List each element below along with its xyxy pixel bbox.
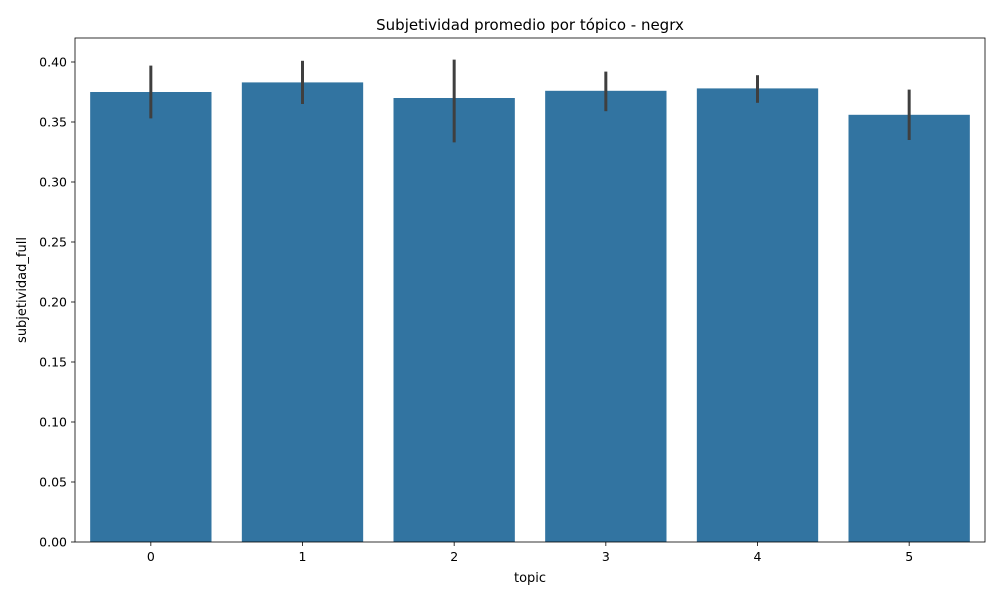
y-tick-label: 0.05 bbox=[39, 475, 67, 490]
x-tick-label: 3 bbox=[602, 549, 610, 564]
x-tick-label: 1 bbox=[299, 549, 307, 564]
y-tick-label: 0.40 bbox=[39, 55, 67, 70]
y-axis-label: subjetividad_full bbox=[15, 237, 30, 343]
x-axis-label: topic bbox=[514, 571, 546, 586]
y-tick-label: 0.20 bbox=[39, 295, 67, 310]
bar-2 bbox=[393, 98, 515, 542]
y-tick-label: 0.35 bbox=[39, 115, 67, 130]
x-tick-label: 4 bbox=[754, 549, 762, 564]
x-tick-label: 0 bbox=[147, 549, 155, 564]
y-tick-label: 0.00 bbox=[39, 535, 67, 550]
x-tick-label: 5 bbox=[905, 549, 913, 564]
x-tick-label: 2 bbox=[450, 549, 458, 564]
y-tick-label: 0.15 bbox=[39, 355, 67, 370]
bar-3 bbox=[545, 90, 667, 543]
y-tick-label: 0.25 bbox=[39, 235, 67, 250]
y-tick-label: 0.30 bbox=[39, 175, 67, 190]
bar-4 bbox=[696, 88, 819, 543]
axes-frame bbox=[74, 37, 986, 543]
y-tick-label: 0.10 bbox=[39, 415, 67, 430]
chart-title: Subjetividad promedio por tópico - negrx bbox=[376, 16, 684, 34]
plot-area: 0.00 0.05 0.10 0.15 0.20 0.25 0.30 0.35 0.40 0 1 2 3… bbox=[39, 37, 986, 564]
bar-1 bbox=[241, 82, 364, 543]
bar-0 bbox=[90, 92, 212, 542]
bar-5 bbox=[848, 114, 970, 543]
